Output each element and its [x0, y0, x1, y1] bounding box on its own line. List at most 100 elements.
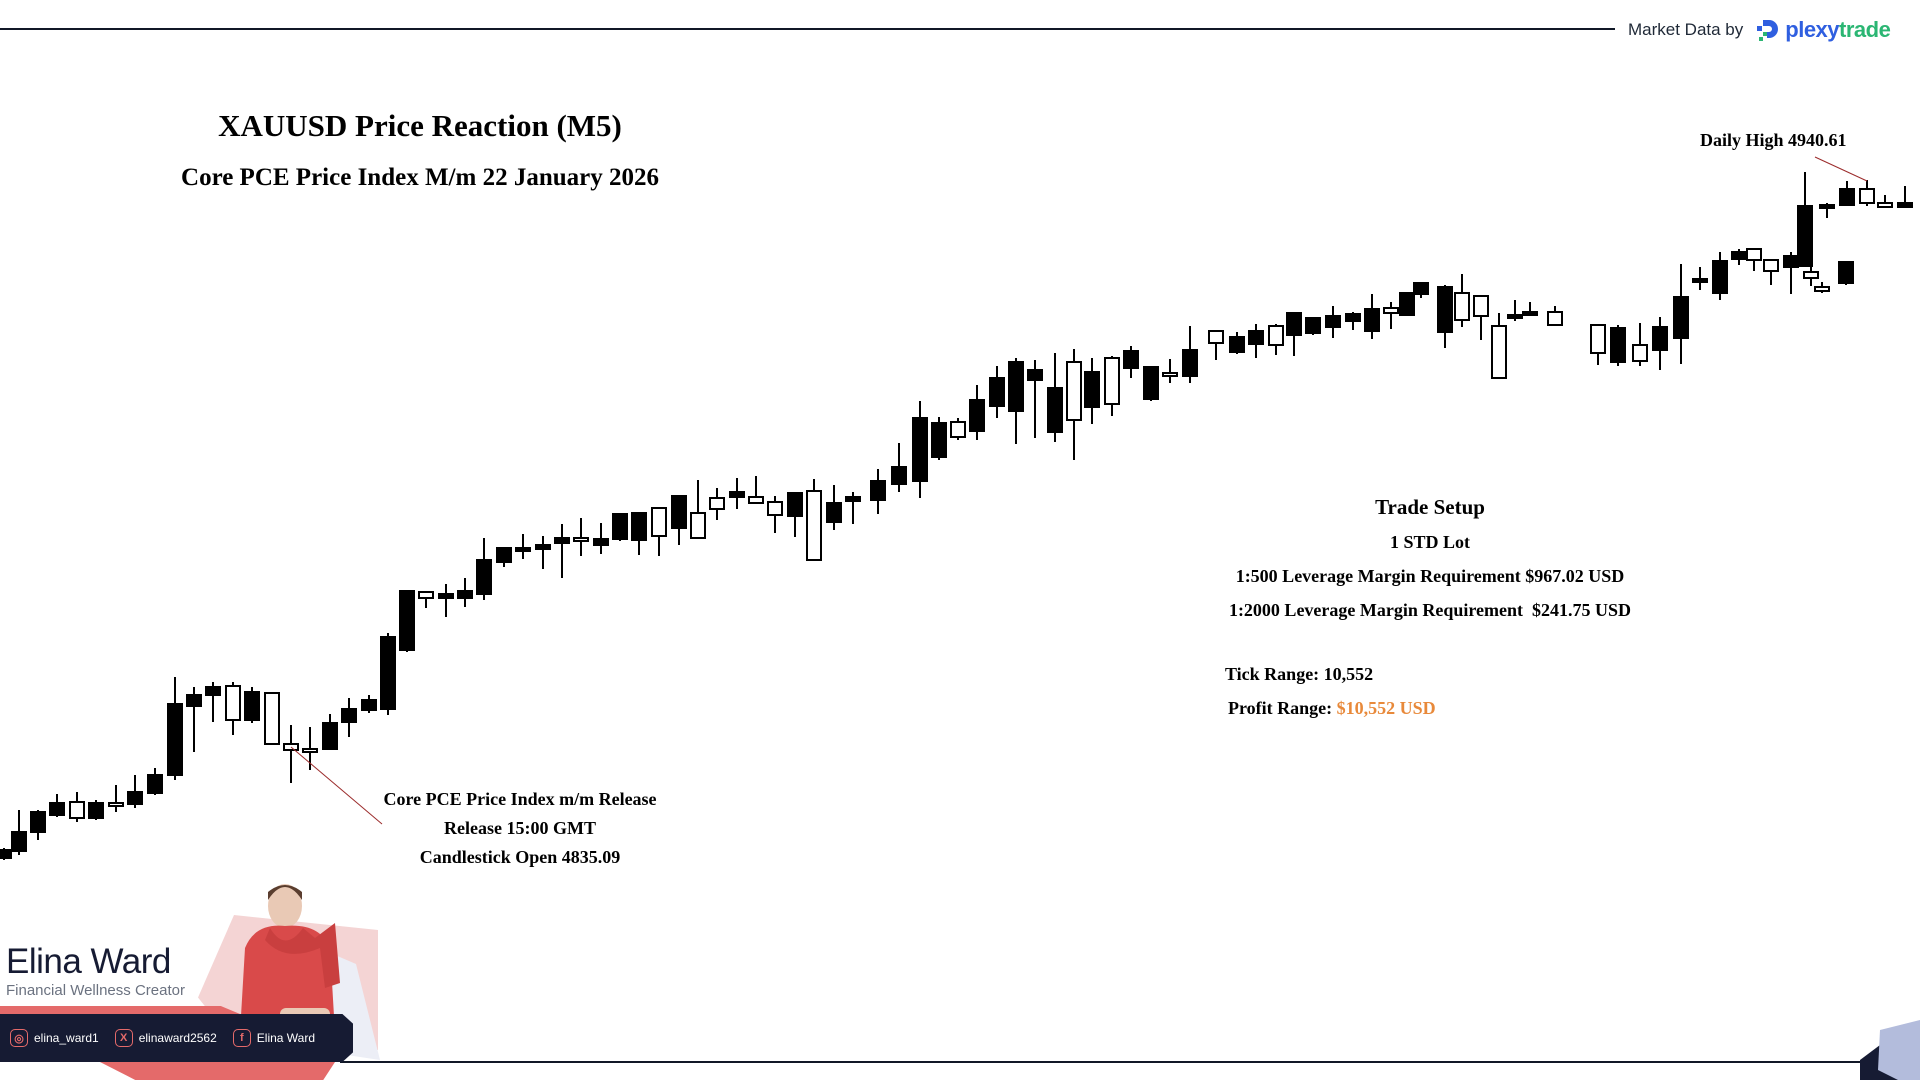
candle	[989, 366, 1005, 418]
candle	[1286, 312, 1302, 356]
candle	[1143, 366, 1159, 401]
candle	[1473, 295, 1489, 340]
release-line-1: Core PCE Price Index m/m Release	[383, 789, 657, 809]
trade-setup-panel: Trade Setup 1 STD Lot 1:500 Leverage Mar…	[1200, 495, 1660, 634]
candle	[476, 538, 492, 600]
candle	[1839, 181, 1855, 206]
profit-range-label: Profit Range:	[1228, 698, 1333, 718]
social-x[interactable]: X elinaward2562	[114, 1029, 217, 1047]
x-handle: elinaward2562	[138, 1031, 217, 1045]
candle	[1345, 312, 1361, 330]
candle	[767, 496, 783, 533]
plexytrade-logo[interactable]: plexytrade	[1755, 17, 1891, 43]
candle	[418, 591, 434, 608]
release-pointer	[290, 746, 383, 825]
candle	[1008, 358, 1024, 444]
candle	[127, 775, 143, 808]
social-facebook[interactable]: f Elina Ward	[232, 1029, 315, 1047]
candle	[399, 590, 415, 652]
candle	[1652, 317, 1668, 370]
candle	[1123, 346, 1139, 378]
creator-name: Elina Ward	[6, 942, 171, 981]
candle	[1632, 323, 1648, 366]
candle	[671, 495, 687, 545]
candle	[1897, 186, 1913, 208]
brand-name-part1: plexy	[1785, 17, 1840, 42]
footer-divider	[340, 1061, 1880, 1063]
candle	[322, 714, 338, 750]
candle	[1413, 282, 1429, 298]
candle	[205, 682, 221, 722]
candle	[1783, 252, 1799, 294]
candle	[870, 469, 886, 514]
candle	[1692, 267, 1708, 290]
margin-500: 1:500 Leverage Margin Requirement $967.0…	[1235, 566, 1625, 586]
candle	[1182, 326, 1198, 383]
candle	[1819, 203, 1835, 218]
plexytrade-logo-icon	[1757, 20, 1779, 41]
margin-2000: 1:2000 Leverage Margin Requirement $241.…	[1228, 600, 1632, 620]
candle	[1084, 358, 1100, 424]
candle	[1763, 259, 1779, 285]
candle	[244, 687, 260, 723]
candle	[787, 492, 803, 537]
candle	[826, 485, 842, 530]
candle	[1712, 252, 1728, 300]
candle	[1731, 249, 1747, 265]
candle	[283, 725, 299, 783]
candle	[167, 677, 183, 780]
daily-high-label: Daily High 4940.61	[1700, 130, 1847, 150]
candle	[806, 479, 822, 561]
candle	[1325, 306, 1341, 338]
candle	[1522, 302, 1538, 316]
candle	[1547, 306, 1563, 326]
candle	[709, 488, 725, 520]
daily-high-pointer	[1814, 156, 1868, 182]
profit-range-value: $10,552 USD	[1336, 698, 1436, 718]
candle	[1399, 292, 1415, 316]
creator-photo	[240, 884, 340, 1033]
candle	[1383, 302, 1399, 329]
chart-subtitle: Core PCE Price Index M/m 22 January 2026	[181, 164, 659, 191]
candle	[845, 492, 861, 524]
brand-name: plexytrade	[1785, 17, 1891, 43]
accent-band-bottom	[100, 1062, 335, 1080]
candle	[748, 476, 764, 504]
candle	[912, 401, 928, 498]
candle	[1454, 274, 1470, 327]
brand-name-part2: trade	[1839, 17, 1891, 42]
candle	[1047, 353, 1063, 442]
candle	[225, 682, 241, 735]
candle	[1229, 332, 1245, 354]
candle	[515, 534, 531, 559]
creator-role: Financial Wellness Creator	[6, 982, 185, 999]
candle	[1027, 360, 1043, 438]
candle	[1797, 172, 1813, 267]
candle	[1507, 300, 1523, 321]
candle	[496, 547, 512, 567]
candle	[108, 785, 124, 812]
candle	[1437, 285, 1453, 348]
candle	[438, 584, 454, 617]
candle	[147, 768, 163, 795]
profit-range: Profit Range: $10,552 USD	[1228, 698, 1436, 719]
candle	[631, 512, 647, 555]
release-annotation: Core PCE Price Index m/m Release Release…	[340, 785, 700, 872]
candle	[30, 810, 46, 840]
candle	[612, 513, 628, 541]
candle	[1208, 330, 1224, 360]
candle	[88, 800, 104, 820]
release-line-2: Release 15:00 GMT	[444, 818, 596, 838]
candle	[891, 443, 907, 492]
lot-size: 1 STD Lot	[1389, 532, 1470, 552]
candle	[0, 848, 12, 860]
candle	[1610, 325, 1626, 366]
instagram-handle: elina_ward1	[34, 1031, 99, 1045]
market-data-label: Market Data by	[1628, 20, 1744, 39]
social-instagram[interactable]: ◎ elina_ward1	[10, 1029, 99, 1047]
candle	[1838, 261, 1854, 285]
candle	[1859, 180, 1875, 206]
trade-setup-title: Trade Setup	[1375, 495, 1485, 519]
social-links-bar: ◎ elina_ward1 X elinaward2562 f Elina Wa…	[0, 1014, 353, 1062]
